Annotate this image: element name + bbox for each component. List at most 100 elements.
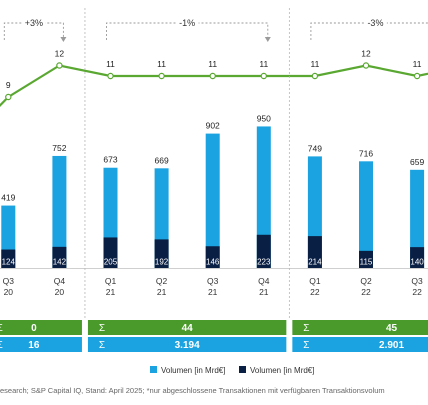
tick-label-quarter: Q3 xyxy=(3,276,15,286)
summary-volume-box xyxy=(87,337,287,352)
bar-total-label: 673 xyxy=(103,155,117,165)
summary-count-value: 45 xyxy=(386,323,398,334)
bar-total xyxy=(205,133,220,268)
bar-total xyxy=(410,169,425,268)
summary-volume-value: 2.901 xyxy=(379,340,404,351)
tick-label-quarter: Q2 xyxy=(360,276,372,286)
bar-dark xyxy=(52,246,67,268)
tick-label-year: 22 xyxy=(310,287,320,297)
growth-label-bg xyxy=(22,16,46,28)
summary-volume-box xyxy=(292,337,428,352)
summary-volume-symbol: Σ xyxy=(303,340,309,351)
bar-total-label: 902 xyxy=(206,121,220,131)
bar-total-label: 749 xyxy=(308,143,322,153)
bar-total-label: 659 xyxy=(410,157,424,167)
legend-swatch xyxy=(239,366,246,373)
tick-label-quarter: Q4 xyxy=(258,276,270,286)
bar-dark xyxy=(1,249,16,268)
legend-label: Volumen [in Mrd€] xyxy=(250,366,314,375)
summary-count-box xyxy=(87,320,287,335)
bar-dark xyxy=(205,246,220,268)
growth-label-bg xyxy=(175,16,199,28)
line-point-label: 12 xyxy=(361,49,371,59)
line-point xyxy=(56,62,63,69)
bar-dark-label: 205 xyxy=(104,258,118,267)
tick-label-year: 21 xyxy=(208,287,218,297)
tick-label-quarter: Q3 xyxy=(411,276,423,286)
growth-label-bg xyxy=(364,16,387,28)
tick-label-year: 21 xyxy=(259,287,269,297)
summary-volume-symbol: Σ xyxy=(99,340,105,351)
line-point-label: 11 xyxy=(157,59,166,69)
tick-label-quarter: Q2 xyxy=(156,276,168,286)
bar-dark-label: 140 xyxy=(410,258,424,267)
growth-arrow xyxy=(264,37,271,42)
bar-dark xyxy=(307,236,322,268)
bar-dark-label: 214 xyxy=(308,258,322,267)
tick-label-year: 22 xyxy=(361,287,371,297)
tick-label-quarter: Q1 xyxy=(309,276,321,286)
tick-label-quarter: Q1 xyxy=(105,276,117,286)
line-point xyxy=(260,72,267,80)
bar-dark-label: 192 xyxy=(155,258,169,267)
line-point xyxy=(209,72,216,80)
line-point-label: 11 xyxy=(310,59,319,69)
bar-total-label: 419 xyxy=(1,193,15,203)
bar-dark-label: 142 xyxy=(53,258,67,267)
bar-dark xyxy=(410,247,425,268)
tick-label-year: 21 xyxy=(106,287,116,297)
summary-volume-box xyxy=(0,337,82,352)
tick-label-year: 20 xyxy=(4,287,14,297)
tick-label-year: 20 xyxy=(55,287,65,297)
bar-dark xyxy=(256,234,271,268)
bar-total-label: 950 xyxy=(257,113,271,123)
bar-dark-label: 124 xyxy=(2,258,16,267)
bar-total xyxy=(256,126,271,268)
bar-total-label: 752 xyxy=(52,143,66,153)
line-point-label: 11 xyxy=(413,59,422,69)
growth-label: -3% xyxy=(367,18,383,28)
summary-count-box xyxy=(292,320,428,335)
line-point xyxy=(413,72,421,80)
line-point-label: 9 xyxy=(6,80,11,90)
tick-label-quarter: Q4 xyxy=(54,276,66,286)
line-series xyxy=(0,64,428,108)
bar-dark xyxy=(154,239,169,268)
bar-total-label: 716 xyxy=(359,148,373,158)
bar-dark-label: 115 xyxy=(360,258,373,267)
line-point xyxy=(311,72,319,80)
footnote: esearch; S&P Capital IQ, Stand: April 20… xyxy=(0,386,385,395)
summary-count-box xyxy=(0,320,82,335)
line-point xyxy=(362,62,370,69)
growth-label: -1% xyxy=(179,18,195,28)
summary-count-value: 44 xyxy=(182,323,194,334)
tick-label-year: 21 xyxy=(157,287,167,297)
bar-dark xyxy=(359,250,373,268)
line-point-label: 12 xyxy=(55,49,65,59)
summary-volume-symbol: Σ xyxy=(0,340,3,351)
summary-volume-value: 16 xyxy=(28,340,40,351)
line-point-label: 11 xyxy=(208,59,217,69)
tick-label-year: 22 xyxy=(412,287,422,297)
bar-total-label: 669 xyxy=(155,155,169,165)
bar-dark-label: 223 xyxy=(257,258,271,267)
line-point xyxy=(158,72,165,80)
summary-volume-value: 3.194 xyxy=(175,340,200,351)
summary-count-symbol: Σ xyxy=(0,323,3,334)
line-point-label: 11 xyxy=(259,59,268,69)
bar-dark xyxy=(103,237,118,268)
bar-dark-label: 146 xyxy=(206,258,220,267)
legend-label: Volumen [in Mrd€] xyxy=(161,366,225,375)
line-point xyxy=(107,72,114,80)
tick-label-quarter: Q3 xyxy=(207,276,219,286)
growth-arrow xyxy=(60,37,67,42)
line-point xyxy=(5,93,12,101)
legend-swatch xyxy=(150,366,157,373)
growth-label: +3% xyxy=(25,18,43,28)
summary-count-symbol: Σ xyxy=(303,323,309,334)
summary-count-value: 0 xyxy=(31,323,37,334)
summary-count-symbol: Σ xyxy=(99,323,105,334)
growth-bracket xyxy=(3,22,64,40)
